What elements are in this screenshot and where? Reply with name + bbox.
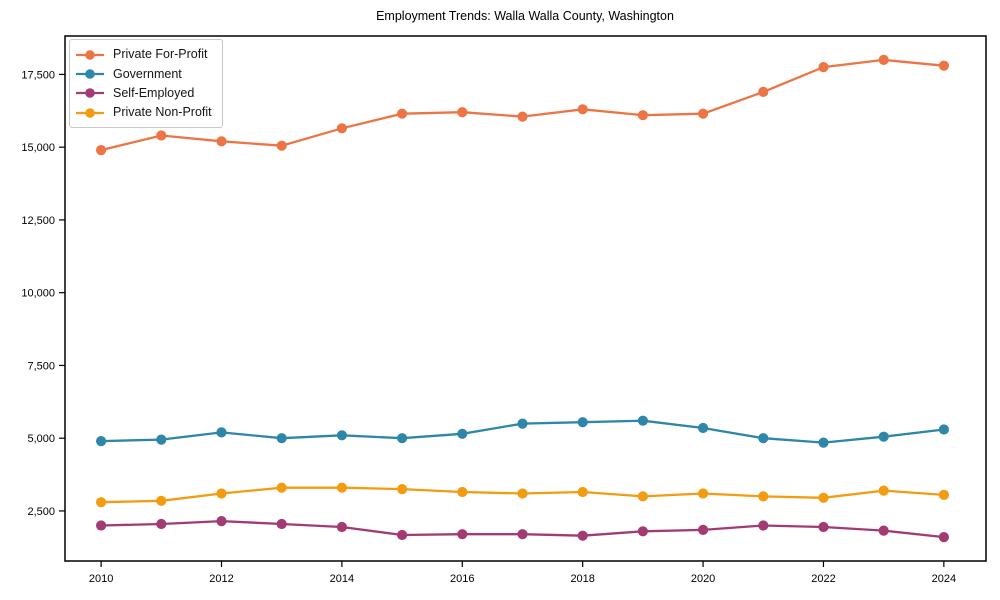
data-point-government xyxy=(397,433,408,444)
data-point-self-employed xyxy=(938,532,950,543)
legend-item-private-for-profit: Private For-Profit xyxy=(75,45,212,64)
legend-label: Private For-Profit xyxy=(113,47,208,62)
data-point-private-for-profit xyxy=(156,130,167,141)
data-point-private-non-profit xyxy=(96,497,107,508)
y-tick-label: 7,500 xyxy=(27,360,55,372)
y-tick-label: 2,500 xyxy=(27,506,55,518)
data-point-government xyxy=(818,437,829,448)
data-point-self-employed xyxy=(878,525,889,536)
data-point-private-for-profit xyxy=(577,104,588,115)
data-point-private-for-profit xyxy=(637,110,649,121)
legend-label: Self-Employed xyxy=(113,85,195,100)
data-point-government xyxy=(156,434,167,445)
data-point-government xyxy=(878,431,889,442)
legend-label: Government xyxy=(113,66,182,81)
data-point-self-employed xyxy=(698,524,709,536)
data-point-private-for-profit xyxy=(96,145,107,156)
data-point-private-for-profit xyxy=(517,111,528,122)
data-point-government xyxy=(517,418,528,429)
data-point-self-employed xyxy=(397,529,408,541)
data-point-self-employed xyxy=(96,520,107,531)
legend-line-marker-icon xyxy=(76,49,104,60)
data-point-government xyxy=(216,427,227,438)
legend-line-marker-icon xyxy=(76,69,104,79)
chart-title: Employment Trends: Walla Walla County, W… xyxy=(376,9,674,23)
y-tick-label: 15,000 xyxy=(21,142,55,154)
data-point-self-employed xyxy=(818,521,829,533)
data-point-government xyxy=(698,422,709,434)
data-point-self-employed xyxy=(216,516,227,527)
data-point-government xyxy=(577,417,588,428)
data-point-private-for-profit xyxy=(276,140,287,151)
data-point-private-non-profit xyxy=(637,491,649,502)
data-point-private-non-profit xyxy=(938,489,950,500)
series-group xyxy=(96,54,950,543)
data-point-private-non-profit xyxy=(577,486,588,498)
data-point-self-employed xyxy=(336,521,347,533)
data-point-government xyxy=(96,436,107,447)
data-point-government xyxy=(457,428,468,439)
axes-group: 2,500 5,000 7,500 10,000 12,500 15,000 17,500 2… xyxy=(21,69,956,585)
data-point-private-non-profit xyxy=(758,491,769,502)
data-point-private-non-profit xyxy=(216,488,227,499)
x-tick-label: 2022 xyxy=(811,573,835,585)
data-point-self-employed xyxy=(457,529,468,540)
data-point-private-non-profit xyxy=(457,486,468,498)
legend-item-self-employed: Self-Employed xyxy=(75,84,212,103)
plot-border xyxy=(64,35,987,562)
x-tick-label: 2010 xyxy=(89,573,113,585)
data-point-self-employed xyxy=(637,526,649,537)
data-point-private-for-profit xyxy=(457,107,468,118)
data-point-self-employed xyxy=(517,529,528,540)
y-tick-label: 10,000 xyxy=(21,288,55,300)
legend-line-marker-icon xyxy=(76,88,104,99)
data-point-self-employed xyxy=(156,518,167,530)
data-point-private-non-profit xyxy=(276,482,287,493)
data-point-self-employed xyxy=(276,518,287,530)
data-point-private-for-profit xyxy=(698,108,709,119)
data-point-private-non-profit xyxy=(397,484,408,495)
data-point-private-non-profit xyxy=(818,492,829,503)
data-point-private-non-profit xyxy=(336,482,347,493)
data-point-private-for-profit xyxy=(397,108,408,119)
x-tick-label: 2012 xyxy=(209,573,233,585)
legend: Private For-Profit Government Self-Employe… xyxy=(69,39,223,129)
data-point-private-non-profit xyxy=(156,495,167,506)
data-point-government xyxy=(276,433,287,444)
x-tick-label: 2018 xyxy=(570,573,594,585)
data-point-private-non-profit xyxy=(878,485,889,496)
data-point-private-for-profit xyxy=(216,136,227,147)
data-point-private-for-profit xyxy=(938,60,950,71)
data-point-private-for-profit xyxy=(336,123,347,134)
data-point-government xyxy=(336,430,347,441)
y-tick-label: 17,500 xyxy=(21,69,55,81)
legend-item-private-non-profit: Private Non-Profit xyxy=(75,103,212,122)
data-point-government xyxy=(637,415,649,426)
y-tick-label: 12,500 xyxy=(21,215,55,227)
legend-line-marker-icon xyxy=(76,107,104,118)
y-tick-label: 5,000 xyxy=(27,433,55,445)
data-point-self-employed xyxy=(758,520,769,531)
data-point-private-for-profit xyxy=(818,62,829,73)
data-point-government xyxy=(938,424,950,435)
series-line-private-for-profit xyxy=(99,58,946,152)
data-point-government xyxy=(758,433,769,444)
data-point-private-non-profit xyxy=(517,488,528,499)
x-tick-label: 2014 xyxy=(330,573,354,585)
x-tick-label: 2016 xyxy=(450,573,474,585)
legend-item-government: Government xyxy=(75,64,212,83)
data-point-private-for-profit xyxy=(878,54,889,65)
x-tick-label: 2024 xyxy=(932,573,956,585)
data-point-private-for-profit xyxy=(758,86,769,97)
legend-label: Private Non-Profit xyxy=(113,105,212,120)
data-point-private-non-profit xyxy=(698,488,709,499)
data-point-self-employed xyxy=(577,530,588,541)
x-tick-label: 2020 xyxy=(691,573,715,585)
